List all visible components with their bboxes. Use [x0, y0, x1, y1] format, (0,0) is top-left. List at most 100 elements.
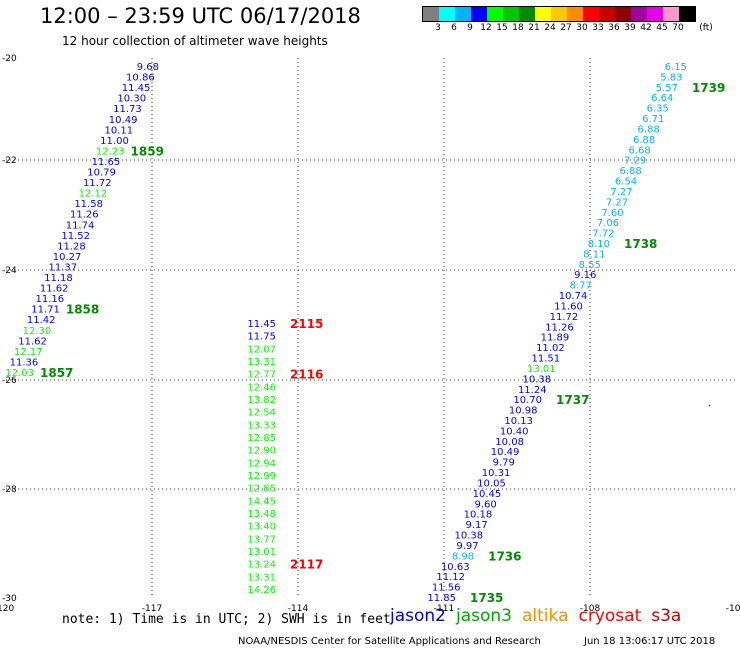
longitude-tick: -114 — [288, 604, 309, 614]
legend-label: 42 — [640, 23, 652, 33]
swh-value: 11.26 — [545, 322, 574, 333]
swh-value: 10.27 — [53, 252, 82, 263]
swh-value: 13.82 — [247, 395, 276, 406]
color-legend: 3 6 9 12 15 18 21 24 27 30 33 36 39 42 45 70 (ft) — [422, 6, 713, 36]
longitude-tick: -117 — [142, 604, 162, 614]
swh-value: 13.24 — [247, 560, 276, 571]
swh-value: 11.26 — [70, 210, 99, 221]
swh-value: 11.72 — [83, 178, 112, 189]
time-marker: 1737 — [556, 393, 589, 407]
swh-value: 8.10 — [588, 239, 610, 250]
swh-value: 12.85 — [247, 433, 276, 444]
swh-value: 9.17 — [465, 520, 487, 531]
time-marker: 2116 — [290, 368, 323, 382]
swh-value: 7.27 — [610, 187, 632, 198]
swh-value: 12.30 — [23, 326, 52, 337]
swh-value: 11.73 — [113, 104, 142, 115]
satellite-legend: jason2 jason3 altika cryosat s3a — [390, 606, 691, 626]
legend-swatch — [535, 7, 551, 21]
swh-value: 12.94 — [247, 458, 276, 469]
track-east: 6.155.835.576.646.356.716.886.886.687.29… — [427, 62, 725, 605]
longitude-tick: -105 — [726, 604, 740, 614]
swh-value: 11.65 — [92, 157, 121, 168]
stray-point: . — [708, 398, 711, 409]
swh-value: 11.71 — [31, 305, 60, 316]
swh-value: 12.23 — [96, 146, 125, 157]
legend-label: 36 — [608, 23, 620, 33]
swh-value: 13.40 — [247, 522, 276, 533]
time-marker: 1739 — [692, 81, 725, 95]
swh-value: 11.62 — [18, 336, 47, 347]
latitude-tick: -20 — [2, 54, 17, 64]
time-marker: 2117 — [290, 558, 323, 572]
legend-label: 21 — [528, 23, 540, 33]
legend-swatch — [663, 7, 679, 21]
swh-value: 10.49 — [491, 447, 520, 458]
legend-label: 15 — [496, 23, 508, 33]
swh-value: 7.06 — [597, 218, 619, 229]
swh-value: 13.01 — [527, 364, 556, 375]
swh-value: 5.57 — [656, 83, 678, 94]
legend-swatch — [423, 7, 439, 21]
swh-value: 11.00 — [100, 136, 129, 147]
swh-value: 10.31 — [482, 468, 511, 479]
legend-swatch — [519, 7, 535, 21]
time-marker: 1738 — [624, 237, 657, 251]
swh-value: 12.99 — [247, 471, 276, 482]
swh-value: 12.07 — [247, 344, 276, 355]
swh-value: 6.15 — [665, 62, 687, 73]
swh-value: 12.12 — [79, 189, 108, 200]
swh-value: 10.74 — [559, 291, 588, 302]
swh-value: 11.74 — [66, 220, 95, 231]
swh-value: 11.24 — [518, 385, 547, 396]
swh-value: 10.38 — [455, 531, 484, 542]
swh-value: 11.72 — [550, 312, 579, 323]
legend-swatch — [439, 7, 455, 21]
map-grid — [6, 58, 736, 598]
swh-value: 12.17 — [14, 347, 43, 358]
legend-label: 45 — [656, 23, 668, 33]
swh-value: 10.30 — [117, 94, 146, 105]
swh-value: 6.88 — [619, 166, 641, 177]
legend-label: 18 — [512, 23, 524, 33]
legend-swatch — [471, 7, 487, 21]
swh-value: 9.60 — [474, 499, 496, 510]
swh-value: 12.46 — [247, 382, 276, 393]
swh-value: 6.88 — [638, 124, 660, 135]
altimeter-tracks: 9.6810.8611.4510.3011.7310.4910.1111.001… — [5, 62, 725, 605]
swh-value: 6.71 — [642, 114, 664, 125]
swh-value: 10.70 — [513, 395, 542, 406]
satellite-label-s3a: s3a — [651, 606, 682, 626]
swh-value: 10.49 — [109, 115, 138, 126]
swh-value: 6.54 — [615, 177, 637, 188]
legend-swatch — [455, 7, 471, 21]
satellite-label-altika: altika — [522, 606, 569, 626]
time-marker: 1858 — [66, 303, 99, 317]
legend-swatch — [487, 7, 503, 21]
swh-value: 11.52 — [61, 231, 90, 242]
swh-value: 12.03 — [5, 368, 34, 379]
swh-value: 9.79 — [493, 458, 515, 469]
swh-value: 5.83 — [660, 72, 682, 83]
longitude-tick: -111 — [434, 604, 454, 614]
swh-value: 11.85 — [427, 593, 456, 604]
swh-value: 7.27 — [606, 197, 628, 208]
legend-swatch — [599, 7, 615, 21]
swh-value: 13.01 — [247, 547, 276, 558]
swh-value: 11.45 — [122, 83, 151, 94]
legend-color-bar — [422, 6, 696, 22]
swh-value: 10.98 — [509, 406, 538, 417]
swh-value: 12.54 — [247, 408, 276, 419]
swh-value: 11.51 — [532, 354, 561, 365]
swh-value: 14.45 — [247, 496, 276, 507]
latitude-tick: -22 — [2, 156, 17, 166]
swh-value: 13.33 — [247, 420, 276, 431]
swh-value: 8.98 — [452, 551, 474, 562]
swh-value: 12.85 — [247, 484, 276, 495]
swh-value: 9.16 — [574, 270, 596, 281]
swh-value: 8.77 — [570, 281, 592, 292]
swh-value: 10.38 — [522, 374, 551, 385]
legend-label: 24 — [544, 23, 556, 33]
